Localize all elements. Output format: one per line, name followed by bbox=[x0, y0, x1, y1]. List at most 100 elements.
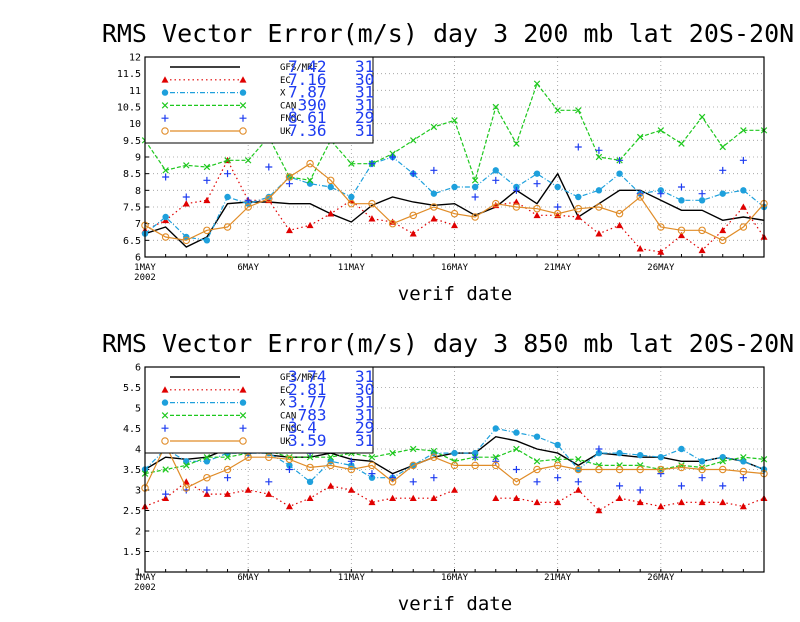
data-point-fnoc bbox=[492, 457, 500, 465]
legend-item-uk: UK3.59 31 bbox=[161, 431, 374, 450]
legend-label: FNOC bbox=[280, 424, 302, 434]
data-point-x bbox=[162, 213, 169, 221]
data-point-can bbox=[368, 453, 376, 461]
data-point-uk bbox=[388, 219, 397, 228]
data-point-ec bbox=[203, 196, 211, 204]
data-point-fnoc bbox=[554, 203, 562, 211]
data-point-uk bbox=[533, 204, 541, 213]
data-point-uk bbox=[471, 461, 479, 470]
data-point-fnoc bbox=[533, 478, 541, 486]
data-point-fnoc bbox=[595, 146, 603, 154]
data-point-x bbox=[183, 458, 190, 465]
data-point-ec bbox=[595, 507, 603, 514]
x-tick-label: 21MAY bbox=[544, 263, 572, 273]
series-line-ec bbox=[144, 481, 765, 512]
data-point-x bbox=[657, 454, 665, 461]
legend-marker bbox=[239, 412, 247, 419]
data-point-uk bbox=[265, 453, 273, 461]
data-point-ec bbox=[739, 502, 747, 510]
y-tick-label: 7.5 bbox=[123, 203, 141, 214]
data-point-ec bbox=[430, 215, 438, 222]
data-point-x bbox=[451, 183, 458, 191]
data-point-uk bbox=[347, 199, 356, 208]
legend-marker bbox=[161, 412, 169, 419]
data-point-fnoc bbox=[719, 166, 727, 174]
data-point-can bbox=[636, 133, 644, 141]
y-tick-label: 9 bbox=[135, 153, 141, 164]
data-point-uk bbox=[306, 463, 314, 472]
data-point-ec bbox=[512, 494, 520, 501]
data-point-can bbox=[492, 453, 499, 461]
legend-item-can: CAN.783 31 bbox=[161, 405, 374, 424]
data-point-fnoc bbox=[162, 490, 170, 498]
data-point-fnoc bbox=[554, 474, 562, 482]
y-tick-label: 3 bbox=[135, 486, 141, 497]
data-point-ec bbox=[244, 486, 252, 493]
data-point-ec bbox=[306, 494, 314, 501]
data-point-uk bbox=[553, 461, 562, 470]
x-tick-label: 11MAY bbox=[338, 573, 366, 583]
legend-item-can: CAN.390 31 bbox=[161, 95, 374, 114]
data-point-can bbox=[306, 453, 314, 461]
data-point-uk bbox=[615, 465, 624, 474]
legend-marker bbox=[239, 76, 247, 83]
data-point-fnoc bbox=[595, 445, 603, 453]
data-point-ec bbox=[533, 211, 541, 219]
data-point-fnoc bbox=[368, 160, 376, 168]
data-point-fnoc bbox=[430, 474, 438, 482]
legend-marker bbox=[161, 89, 169, 96]
data-point-x bbox=[224, 193, 231, 201]
legend-marker bbox=[239, 437, 247, 445]
data-point-uk bbox=[574, 204, 583, 213]
data-point-uk bbox=[595, 203, 603, 211]
data-point-ec bbox=[409, 230, 417, 237]
data-point-uk bbox=[657, 223, 665, 231]
data-point-fnoc bbox=[409, 170, 417, 178]
data-point-ec bbox=[327, 482, 335, 489]
legend-stat: 3.4 bbox=[288, 418, 317, 437]
data-point-x bbox=[327, 183, 334, 191]
data-point-can bbox=[203, 453, 211, 461]
data-point-can bbox=[389, 449, 396, 457]
data-point-ec bbox=[657, 502, 665, 510]
data-point-x bbox=[203, 458, 211, 465]
data-point-ec bbox=[327, 210, 335, 217]
data-point-uk bbox=[223, 465, 232, 474]
data-point-can bbox=[244, 157, 252, 164]
data-point-fnoc bbox=[203, 486, 211, 494]
x-tick-label: 1MAY bbox=[134, 263, 156, 273]
data-point-ec bbox=[492, 494, 500, 501]
data-point-can bbox=[595, 153, 603, 161]
data-point-can bbox=[430, 123, 438, 131]
data-point-x bbox=[575, 193, 582, 201]
data-point-uk bbox=[553, 209, 562, 218]
data-point-fnoc bbox=[224, 474, 232, 482]
data-point-ec bbox=[739, 203, 747, 210]
legend-count: 31 bbox=[355, 121, 374, 140]
data-point-fnoc bbox=[698, 190, 706, 198]
data-point-ec bbox=[719, 498, 727, 506]
data-point-uk bbox=[182, 484, 191, 492]
legend-label: CAN bbox=[280, 411, 296, 421]
legend-label: FNOC bbox=[280, 114, 302, 124]
legend-count: 31 bbox=[355, 393, 374, 412]
data-point-ec bbox=[677, 498, 685, 506]
x-tick-label: 6MAY bbox=[237, 573, 259, 583]
y-tick-label: 12 bbox=[129, 53, 141, 64]
chart-200mb: RMS Vector Error(m/s) day 3 200 mb lat 2… bbox=[102, 19, 794, 305]
data-point-ec bbox=[595, 230, 603, 237]
series-x bbox=[141, 153, 768, 244]
x-year-label: 2002 bbox=[134, 273, 156, 283]
legend-marker bbox=[161, 127, 169, 135]
data-point-fnoc bbox=[347, 457, 355, 465]
data-point-can bbox=[203, 163, 211, 171]
data-point-can bbox=[513, 140, 520, 147]
data-point-x bbox=[740, 458, 747, 465]
data-point-ec bbox=[636, 245, 644, 252]
data-point-uk bbox=[574, 465, 583, 474]
data-point-uk bbox=[636, 193, 644, 201]
data-point-uk bbox=[161, 233, 170, 241]
data-point-ec bbox=[533, 498, 541, 506]
legend-stat: .390 bbox=[288, 95, 327, 114]
legend-item-uk: UK7.36 31 bbox=[161, 121, 374, 140]
